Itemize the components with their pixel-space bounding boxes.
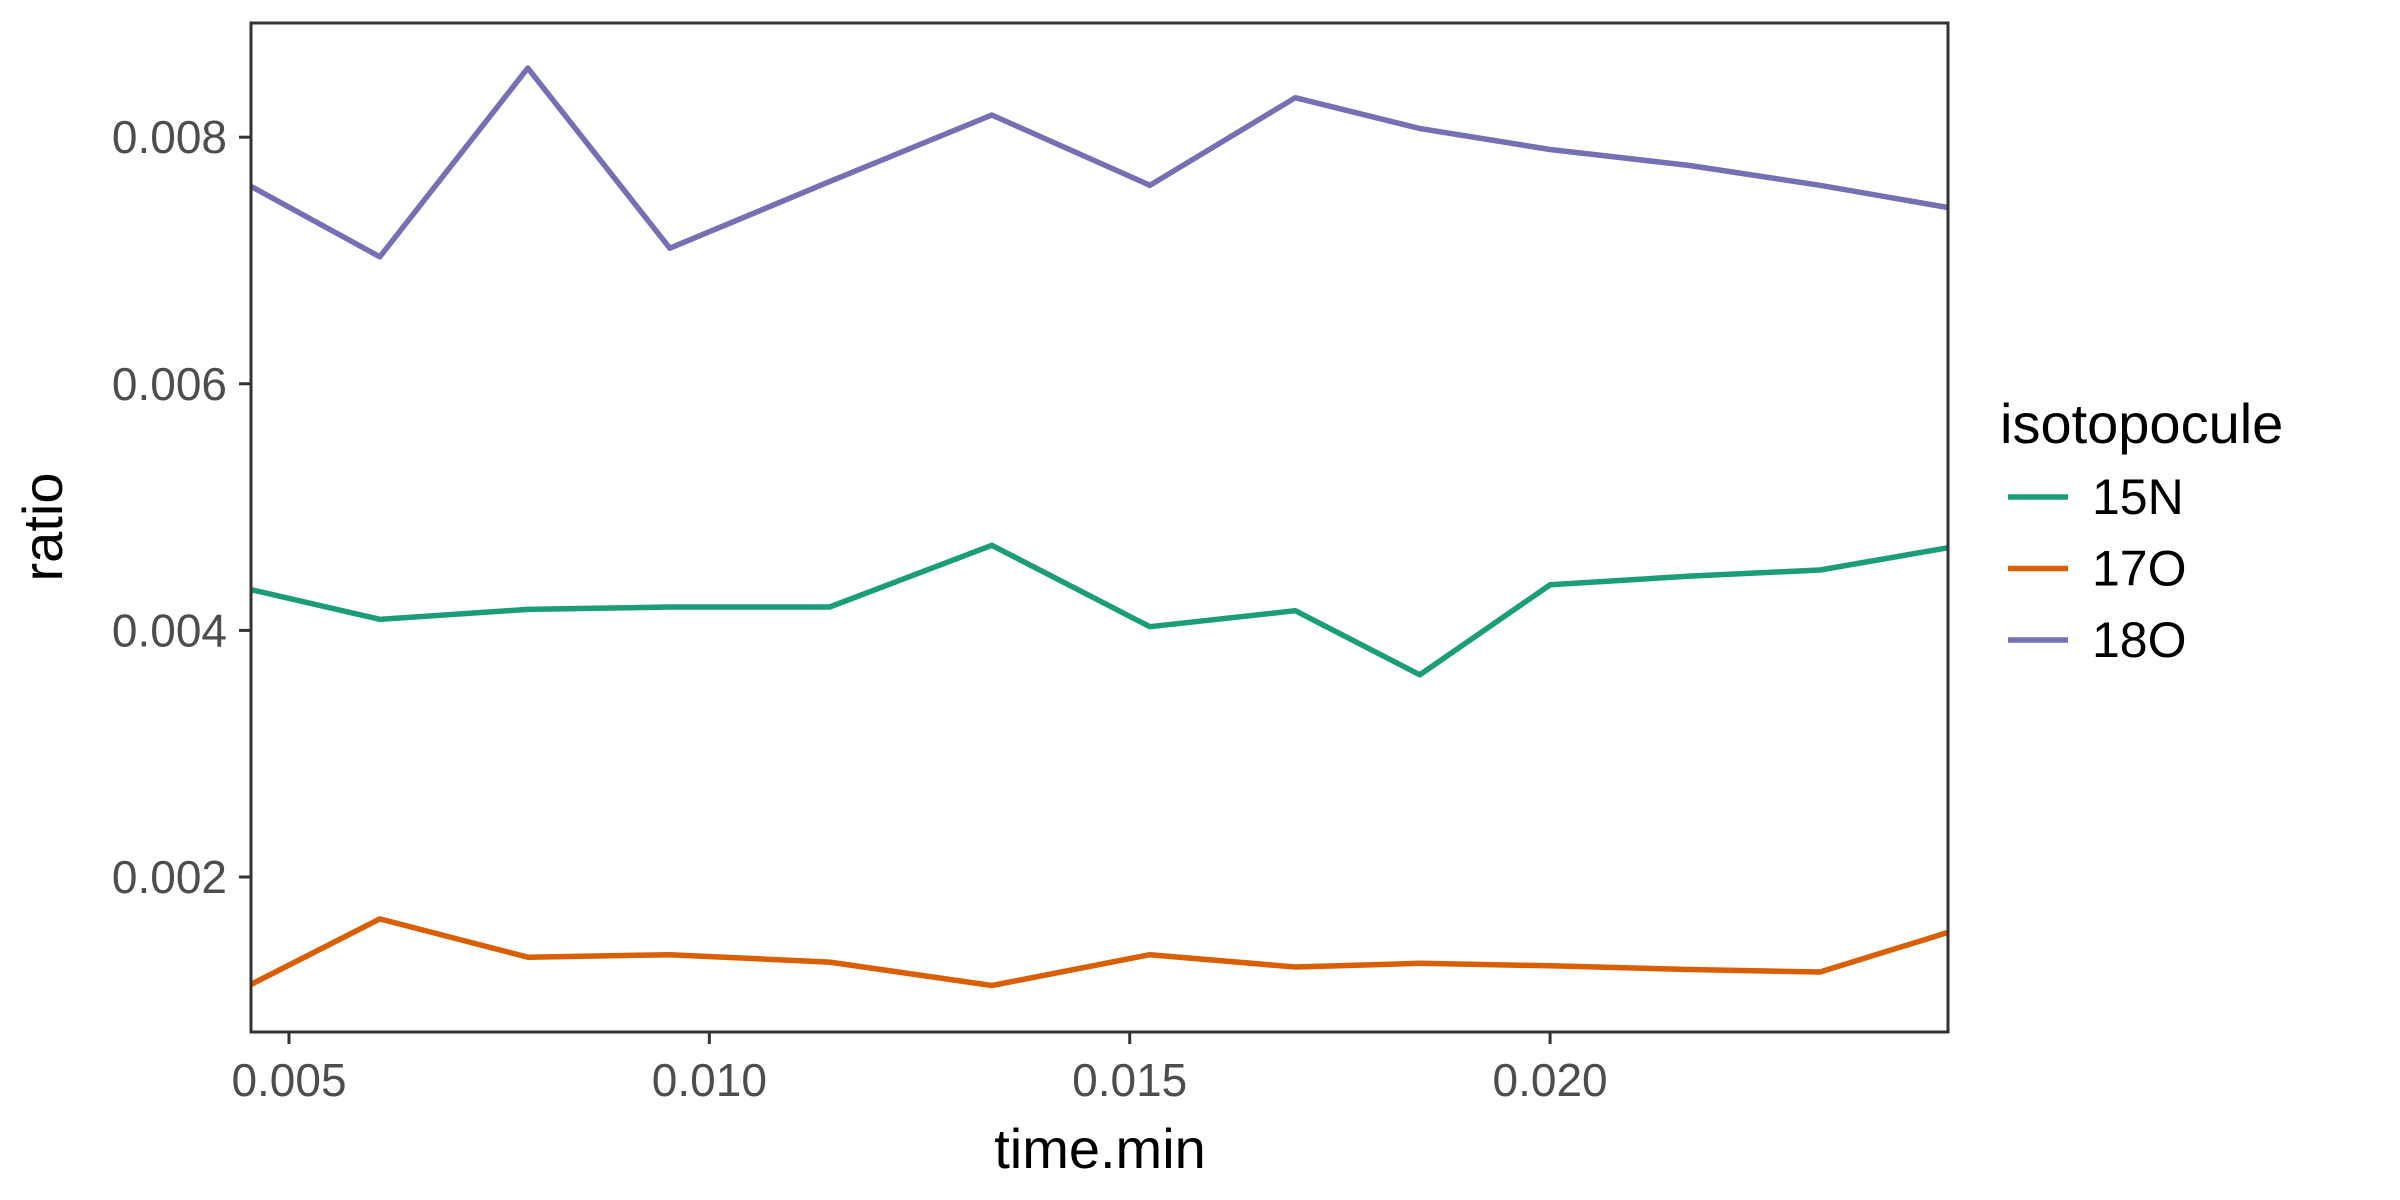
y-tick-label: 0.006 bbox=[112, 358, 227, 410]
series-line-15N bbox=[250, 542, 1949, 678]
y-tick-label: 0.004 bbox=[112, 604, 227, 656]
x-tick-label: 0.005 bbox=[231, 1054, 346, 1106]
legend-label-15N: 15N bbox=[2092, 469, 2184, 525]
panel-border bbox=[249, 21, 1950, 1034]
data-series-lines bbox=[249, 65, 1949, 989]
legend-items: 15N 17O 18O bbox=[2008, 469, 2187, 668]
legend: isotopocule 15N 17O 18O bbox=[2000, 392, 2283, 668]
plot-panel bbox=[251, 23, 1948, 1032]
x-tick-label: 0.010 bbox=[652, 1054, 767, 1106]
y-axis-title: ratio bbox=[11, 473, 74, 582]
legend-title: isotopocule bbox=[2000, 392, 2283, 455]
legend-label-18O: 18O bbox=[2092, 612, 2187, 668]
legend-label-17O: 17O bbox=[2092, 541, 2187, 597]
series-line-17O bbox=[249, 916, 1949, 989]
y-tick-label: 0.008 bbox=[112, 111, 227, 163]
series-line-18O bbox=[249, 65, 1949, 260]
x-tick-label: 0.015 bbox=[1072, 1054, 1187, 1106]
x-axis-title: time.min bbox=[994, 1117, 1206, 1180]
axis-ticks bbox=[239, 135, 1552, 1044]
x-tick-label: 0.020 bbox=[1493, 1054, 1608, 1106]
axis-tick-labels: 0.005 0.010 0.015 0.020 0.002 0.004 0.006 0.008 bbox=[112, 111, 1608, 1106]
y-tick-label: 0.002 bbox=[112, 851, 227, 903]
